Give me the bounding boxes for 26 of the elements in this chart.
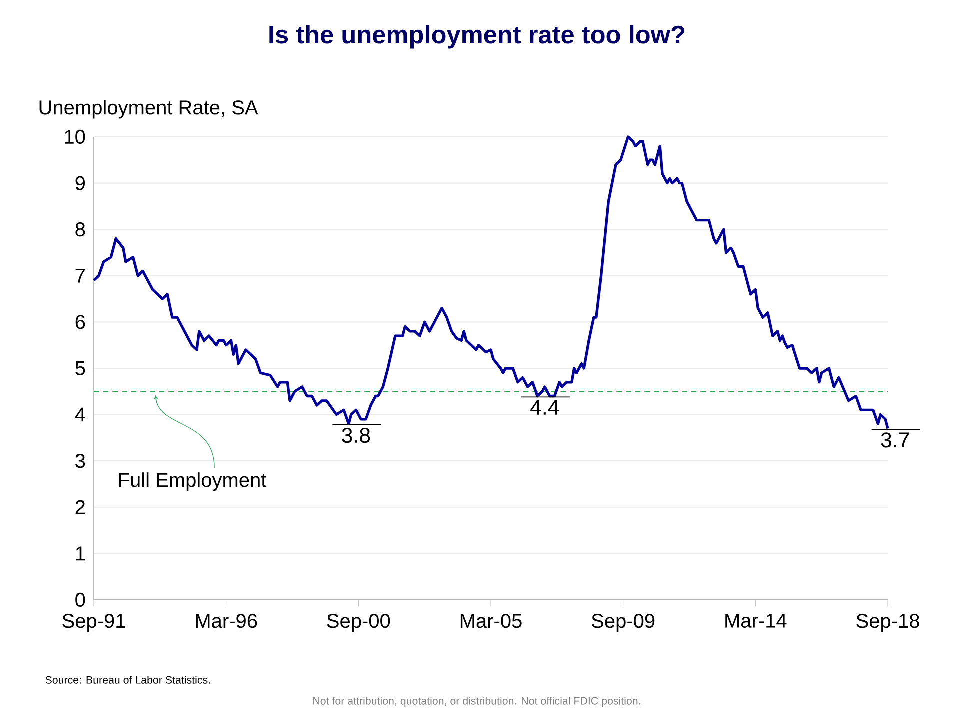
- y-tick-label: 1: [76, 546, 85, 561]
- y-tick-label: 8: [76, 222, 86, 237]
- y-tick-label: 3: [76, 454, 86, 468]
- y-tick-label: 6: [76, 315, 86, 330]
- x-tick-label: Sep-09: [592, 614, 655, 632]
- source-note: Source: Bureau of Labor Statistics.: [46, 676, 210, 684]
- chart-title: Is the unemployment rate too low?: [270, 25, 685, 49]
- x-tick-label: Mar-14: [726, 614, 787, 628]
- y-tick-label: 7: [76, 269, 85, 283]
- x-tick-label: Sep-00: [327, 614, 390, 632]
- ref-line-label: Full Employment: [119, 472, 267, 492]
- x-tick-label: Sep-18: [856, 614, 920, 632]
- annotation: 3.8: [342, 428, 370, 444]
- text: Not for attribution, quotation, or distribution. Not official FDIC position.: [314, 697, 640, 707]
- x-tick-label: Mar-05: [460, 614, 522, 628]
- annotation: 4.4: [530, 400, 560, 415]
- y-tick-label: 5: [76, 362, 86, 376]
- y-tick-label: 2: [76, 500, 85, 514]
- x-tick-label: Mar-96: [196, 614, 258, 628]
- y-tick-label: 9: [76, 176, 86, 190]
- y-tick-label: 0: [76, 592, 86, 608]
- x-tick-label: Sep-91: [62, 614, 126, 632]
- y-tick-label: 4: [75, 408, 86, 422]
- y-tick-label: 10: [65, 130, 86, 144]
- y-axis-title: Unemployment Rate, SA: [40, 100, 258, 119]
- annotation: 3.7: [881, 432, 910, 448]
